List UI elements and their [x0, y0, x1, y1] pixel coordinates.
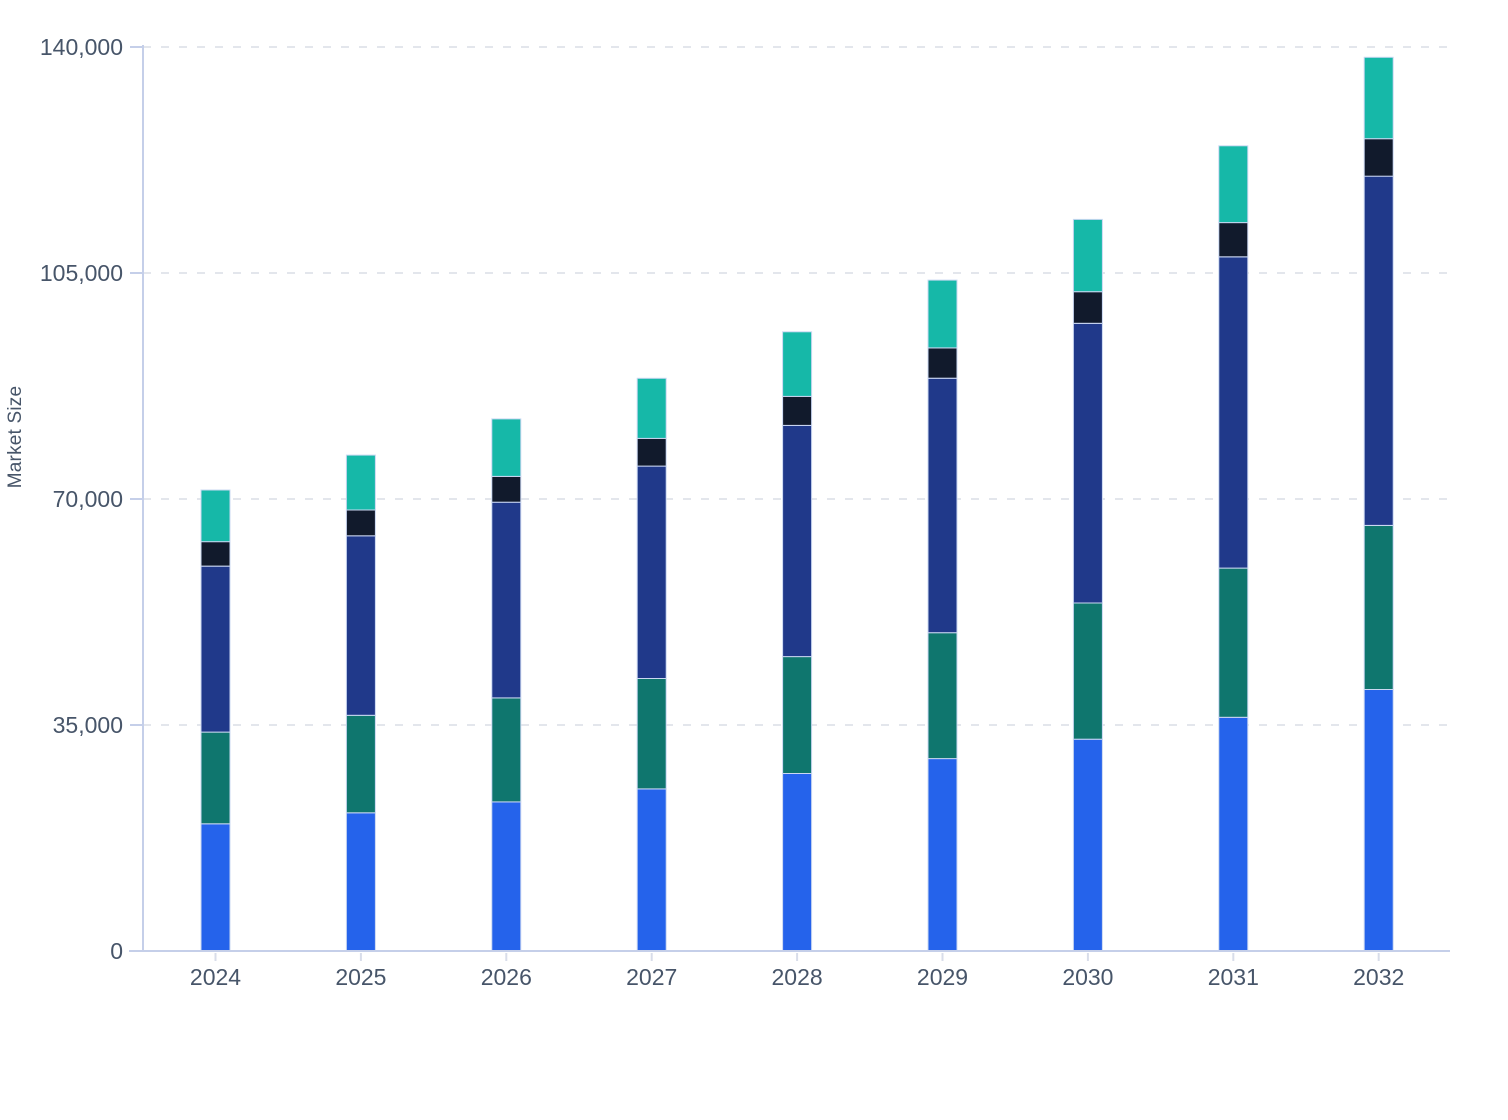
bar-2029-series-4-dark[interactable]	[927, 347, 958, 379]
bar-2024-series-1-blue[interactable]	[200, 823, 231, 952]
y-tick-label: 0	[110, 938, 123, 964]
bar-2028-series-2-green[interactable]	[782, 656, 813, 774]
x-tick-label: 2025	[335, 964, 386, 990]
bar-2028-series-1-blue[interactable]	[782, 772, 813, 952]
x-tick-label: 2026	[481, 964, 532, 990]
bar-2025-series-2-green[interactable]	[345, 714, 376, 814]
bar-2027-series-5-teal[interactable]	[636, 377, 667, 439]
bar-2028-series-4-dark[interactable]	[782, 395, 813, 426]
bar-2029-series-3-navy[interactable]	[927, 377, 958, 634]
bar-2024-series-2-green[interactable]	[200, 731, 231, 825]
bar-2024-series-5-teal[interactable]	[200, 489, 231, 543]
x-tick-label: 2030	[1062, 964, 1113, 990]
bar-2031-series-1-blue[interactable]	[1218, 716, 1249, 952]
y-tick-label: 70,000	[53, 486, 123, 512]
x-tick-label: 2028	[772, 964, 823, 990]
x-tick-label: 2031	[1208, 964, 1259, 990]
bar-2027-series-3-navy[interactable]	[636, 465, 667, 679]
bar-2028-series-5-teal[interactable]	[782, 331, 813, 397]
bar-2025-series-1-blue[interactable]	[345, 812, 376, 952]
bar-2029-series-5-teal[interactable]	[927, 279, 958, 349]
bar-2025-series-3-navy[interactable]	[345, 535, 376, 716]
bar-2030-series-1-blue[interactable]	[1072, 738, 1103, 952]
bar-2032-series-2-green[interactable]	[1363, 525, 1394, 690]
x-tick-label: 2027	[626, 964, 677, 990]
bar-2025-series-4-dark[interactable]	[345, 509, 376, 537]
bar-2029-series-1-blue[interactable]	[927, 758, 958, 952]
bar-2031-series-3-navy[interactable]	[1218, 256, 1249, 569]
bar-2032-series-5-teal[interactable]	[1363, 56, 1394, 140]
y-axis-title: Market Size	[5, 385, 26, 489]
bar-2026-series-3-navy[interactable]	[491, 501, 522, 699]
bar-2032-series-4-dark[interactable]	[1363, 138, 1394, 177]
bar-2026-series-2-green[interactable]	[491, 697, 522, 803]
x-tick-label: 2024	[190, 964, 241, 990]
bar-2032-series-1-blue[interactable]	[1363, 689, 1394, 952]
bar-2030-series-2-green[interactable]	[1072, 602, 1103, 740]
y-tick-label: 105,000	[40, 260, 123, 286]
bar-2024-series-4-dark[interactable]	[200, 541, 231, 567]
bar-2029-series-2-green[interactable]	[927, 632, 958, 760]
bar-2031-series-2-green[interactable]	[1218, 567, 1249, 718]
bar-2030-series-5-teal[interactable]	[1072, 218, 1103, 293]
x-tick-label: 2032	[1353, 964, 1404, 990]
bar-2030-series-3-navy[interactable]	[1072, 322, 1103, 604]
bar-2031-series-5-teal[interactable]	[1218, 145, 1249, 224]
bar-2026-series-1-blue[interactable]	[491, 801, 522, 952]
bar-2025-series-5-teal[interactable]	[345, 454, 376, 511]
bar-2026-series-4-dark[interactable]	[491, 475, 522, 503]
y-tick-label: 140,000	[40, 34, 123, 60]
bar-2032-series-3-navy[interactable]	[1363, 175, 1394, 526]
x-tick-label: 2029	[917, 964, 968, 990]
bar-2027-series-1-blue[interactable]	[636, 788, 667, 952]
bar-2024-series-3-navy[interactable]	[200, 565, 231, 733]
bar-2030-series-4-dark[interactable]	[1072, 291, 1103, 324]
bar-2027-series-4-dark[interactable]	[636, 437, 667, 467]
bar-2027-series-2-green[interactable]	[636, 678, 667, 790]
bar-2028-series-3-navy[interactable]	[782, 424, 813, 658]
bar-2031-series-4-dark[interactable]	[1218, 222, 1249, 258]
bar-2026-series-5-teal[interactable]	[491, 418, 522, 477]
y-tick-label: 35,000	[53, 712, 123, 738]
